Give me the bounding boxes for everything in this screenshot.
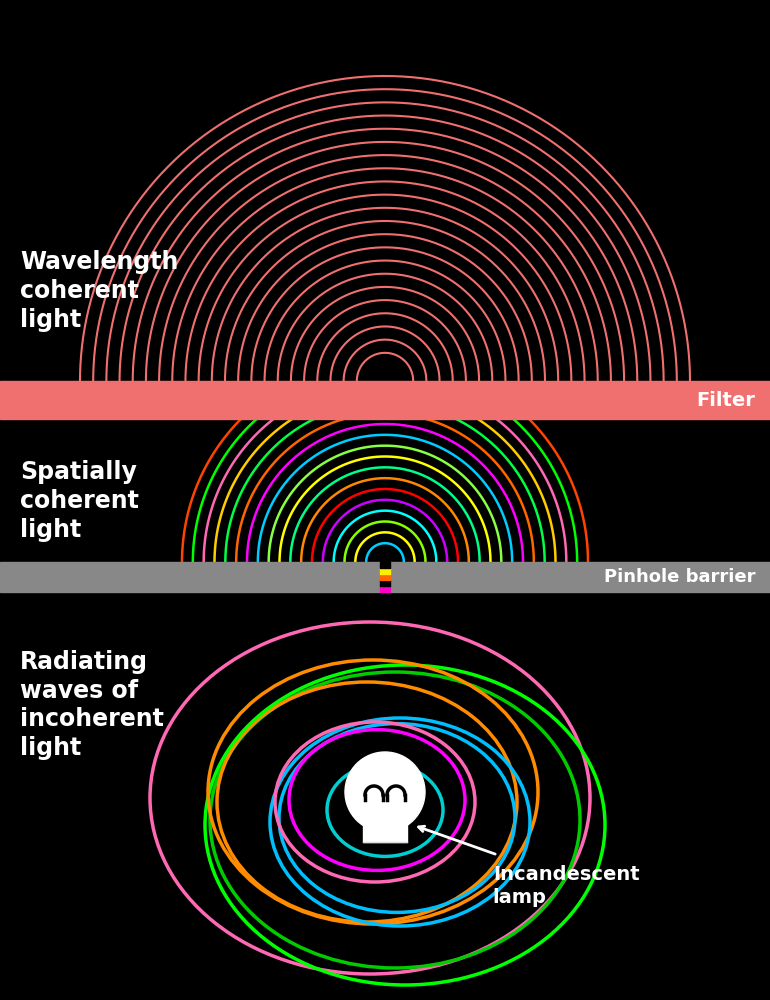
Bar [0, 562, 380, 592]
Ellipse shape [363, 805, 407, 835]
Circle shape [345, 752, 425, 832]
Text: Pinhole barrier: Pinhole barrier [604, 568, 755, 586]
Text: Radiating
waves of
incoherent
light: Radiating waves of incoherent light [20, 650, 164, 760]
Text: Wavelength
coherent
light: Wavelength coherent light [20, 250, 179, 332]
Bar [390, 562, 770, 592]
Text: Incandescent
lamp: Incandescent lamp [493, 865, 639, 907]
Bar [363, 812, 407, 842]
Text: Filter: Filter [696, 390, 755, 410]
Bar [0, 381, 770, 419]
Text: Spatially
coherent
light: Spatially coherent light [20, 460, 139, 542]
